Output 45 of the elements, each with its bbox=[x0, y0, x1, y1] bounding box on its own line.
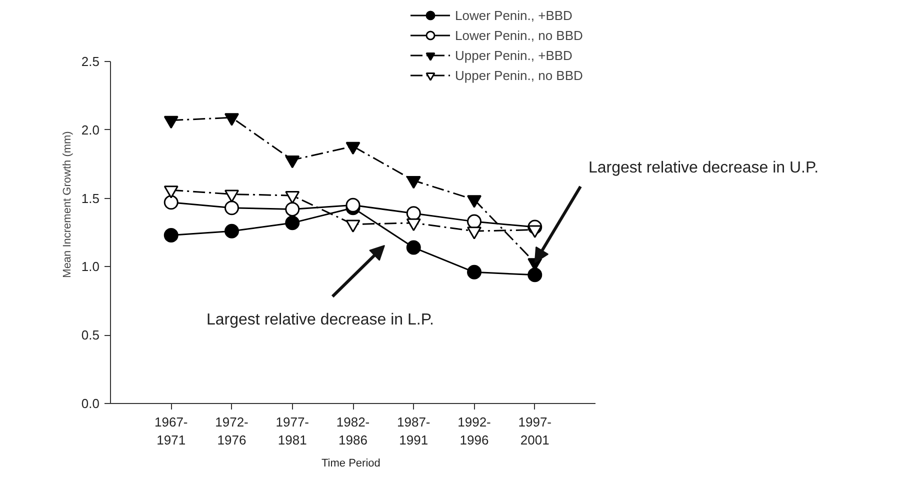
x-tick-label: 1977-1981 bbox=[276, 414, 309, 448]
y-tick-label: 2.0 bbox=[81, 122, 100, 138]
point bbox=[346, 142, 360, 155]
point bbox=[224, 113, 239, 126]
annotation: Largest relative decrease in U.P. bbox=[588, 160, 819, 176]
point bbox=[467, 226, 482, 240]
point bbox=[406, 176, 421, 189]
x-tick-label: 1987-1991 bbox=[397, 414, 430, 448]
point bbox=[164, 116, 178, 129]
annotation: Largest relative decrease in L.P. bbox=[206, 312, 434, 328]
point bbox=[346, 220, 360, 233]
point bbox=[285, 202, 300, 216]
point bbox=[406, 240, 421, 255]
point bbox=[164, 228, 178, 242]
y-tick-label: 1.0 bbox=[81, 259, 100, 274]
y-axis-title: Mean Increment Growth (mm) bbox=[61, 131, 74, 278]
legend-label: Upper Penin., +BBD bbox=[455, 47, 572, 63]
point bbox=[224, 200, 239, 216]
point bbox=[285, 191, 300, 204]
point bbox=[528, 268, 542, 282]
x-axis-title: Time Period bbox=[322, 458, 380, 470]
y-tick-label: 2.5 bbox=[81, 54, 100, 69]
point bbox=[346, 198, 360, 212]
point bbox=[164, 195, 178, 210]
y-tick-label: 0.5 bbox=[81, 328, 100, 343]
x-tick-label: 1972-1976 bbox=[215, 414, 248, 448]
point bbox=[285, 216, 300, 230]
point bbox=[164, 186, 178, 198]
legend-label: Lower Penin., no BBD bbox=[455, 27, 583, 43]
legend-label: Lower Penin., +BBD bbox=[455, 7, 572, 23]
y-tick-label: 1.5 bbox=[81, 190, 100, 206]
point bbox=[285, 155, 300, 168]
y-tick-label: 0.0 bbox=[81, 396, 100, 411]
x-tick-label: 1992-1996 bbox=[458, 414, 491, 448]
x-tick-label: 1967-1971 bbox=[154, 414, 188, 448]
x-tick-label: 1997-2001 bbox=[518, 414, 552, 448]
point bbox=[406, 218, 421, 232]
point bbox=[467, 264, 482, 280]
point bbox=[224, 224, 239, 238]
x-tick-label: 1982-1986 bbox=[336, 414, 370, 448]
legend-label: Upper Penin., no BBD bbox=[455, 67, 583, 83]
point bbox=[467, 195, 482, 208]
point bbox=[467, 214, 482, 229]
point bbox=[528, 225, 542, 238]
point bbox=[224, 190, 239, 202]
